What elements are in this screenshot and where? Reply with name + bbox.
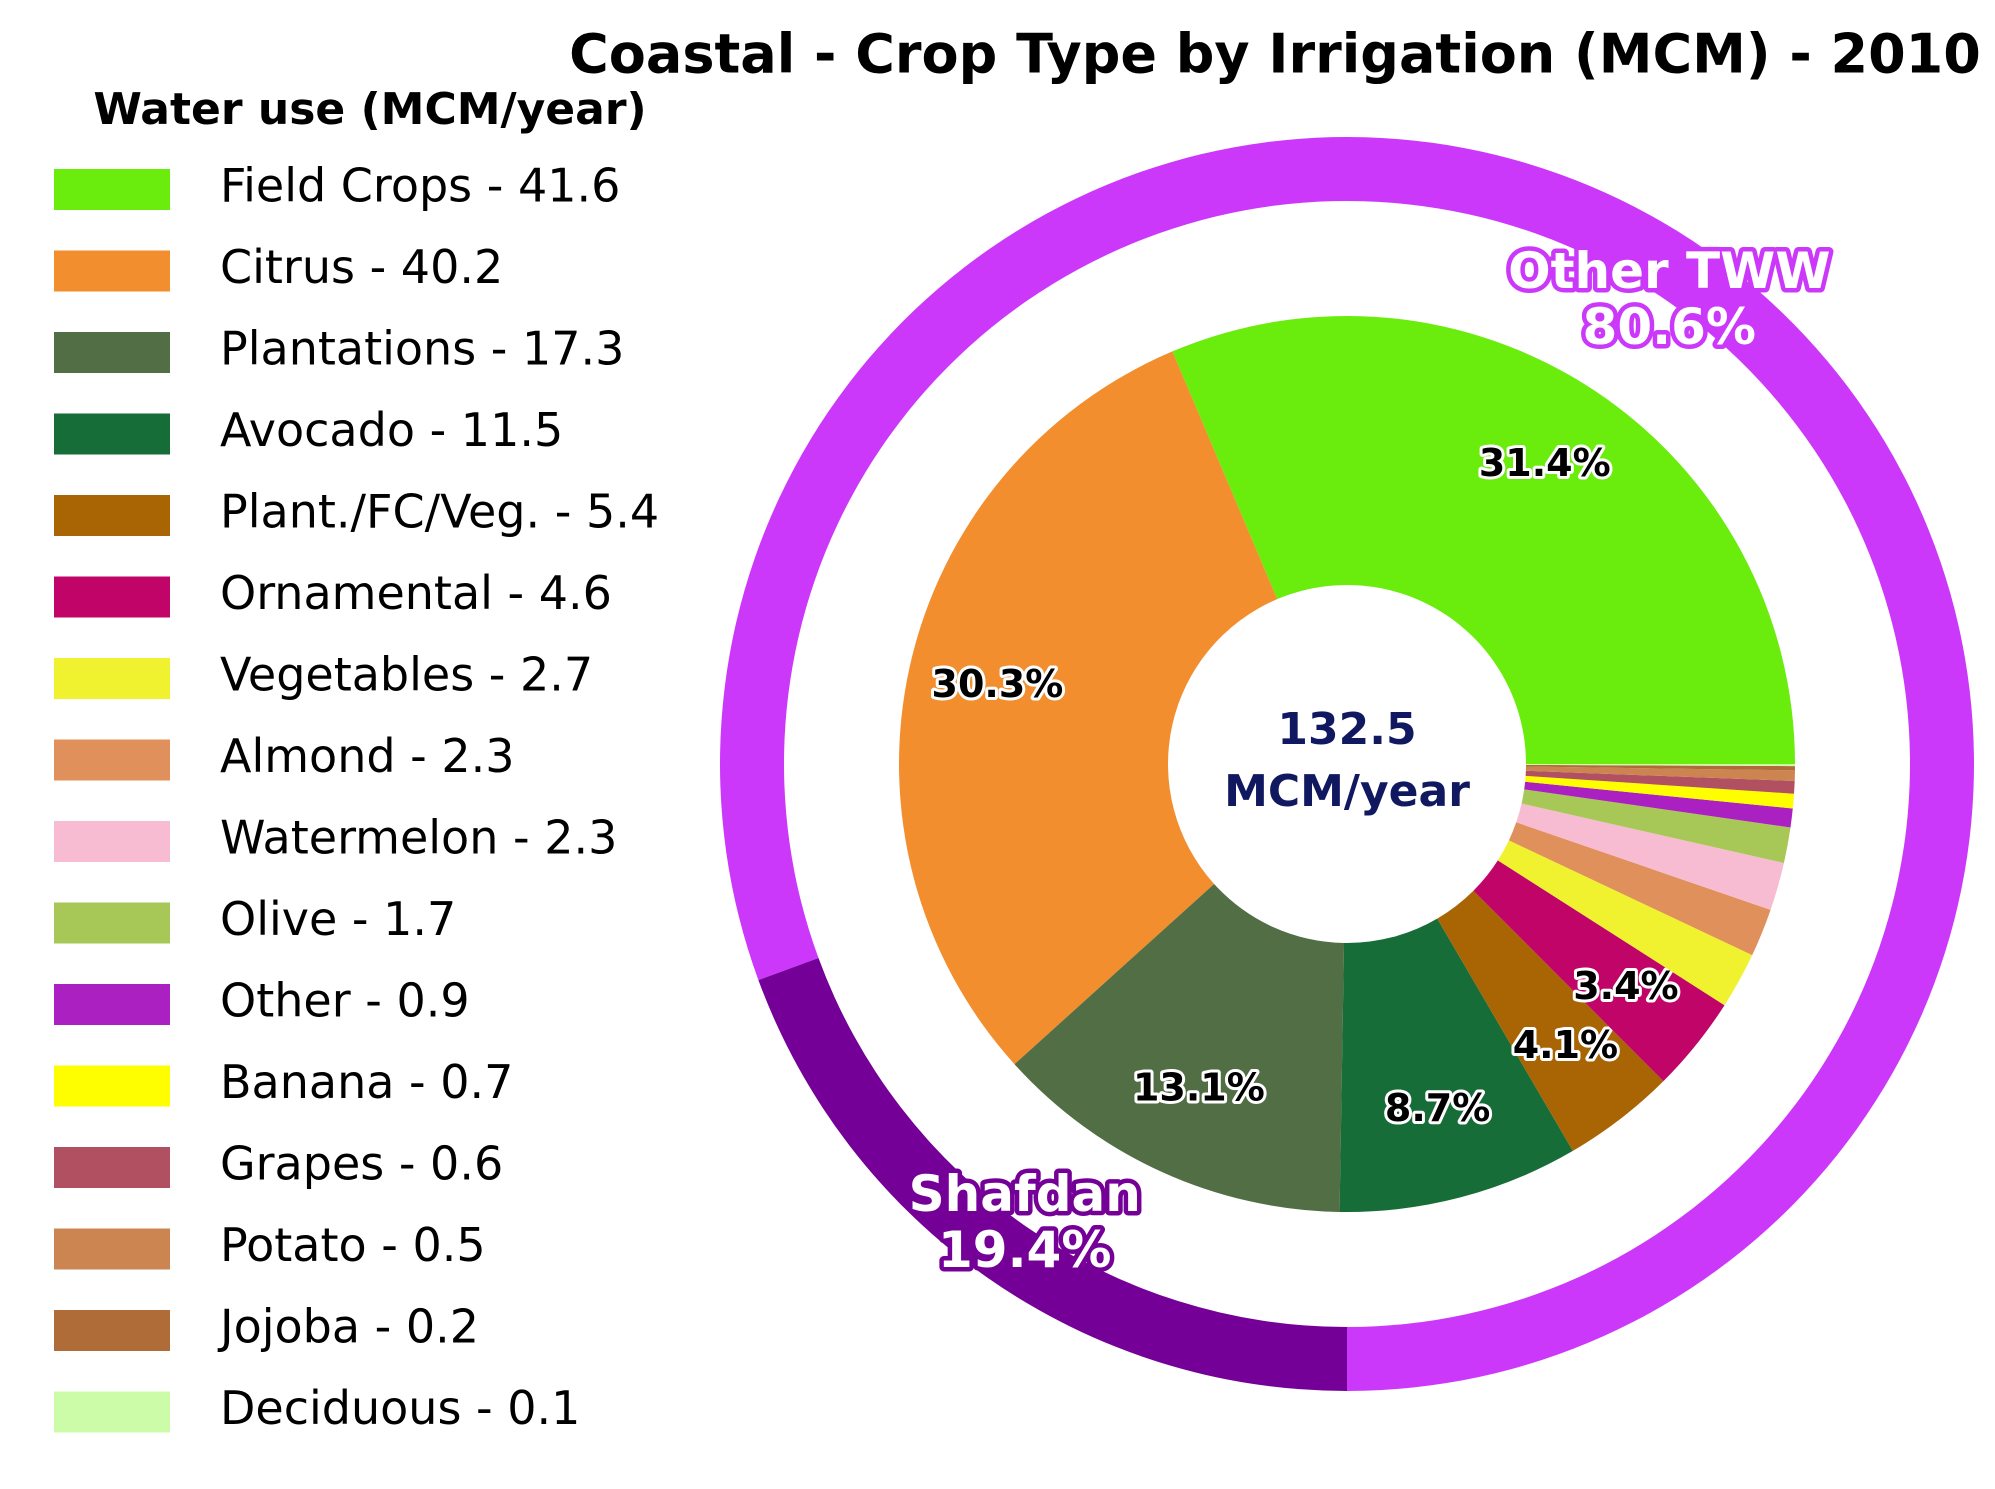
value-label: 31.4% — [1479, 441, 1611, 485]
legend-label: Watermelon - 2.3 — [220, 811, 617, 865]
slice — [1525, 764, 1795, 771]
slice — [758, 958, 1347, 1391]
legend-label: Other - 0.9 — [220, 974, 470, 1028]
legend-label: Potato - 0.5 — [220, 1218, 486, 1272]
legend-swatch — [54, 658, 170, 699]
legend-label: Grapes - 0.6 — [220, 1137, 503, 1191]
center-unit: MCM/year — [1224, 766, 1470, 817]
legend-label: Olive - 1.7 — [220, 892, 456, 946]
ring-label: Other TWW — [1508, 242, 1830, 300]
legend-label: Plant./FC/Veg. - 5.4 — [220, 485, 659, 539]
legend-swatch — [54, 1065, 170, 1107]
slice — [1521, 789, 1791, 863]
legend-title: Water use (MCM/year) — [93, 84, 646, 135]
value-label: 4.1% — [1513, 1023, 1618, 1067]
legend-label: Vegetables - 2.7 — [220, 648, 593, 702]
slice — [1497, 840, 1753, 1006]
value-label: 3.4% — [1573, 964, 1678, 1008]
legend-swatch — [54, 984, 170, 1025]
slice — [1525, 764, 1795, 767]
slice — [1339, 918, 1573, 1212]
legend-swatch — [54, 576, 170, 618]
legend-swatch — [54, 332, 170, 373]
legend-label: Banana - 0.7 — [220, 1055, 513, 1109]
legend-swatch — [54, 169, 170, 210]
legend-label: Ornamental - 4.6 — [220, 566, 612, 620]
legend-swatch — [54, 495, 170, 536]
center-value: 132.5 — [1277, 704, 1416, 755]
slice — [1516, 803, 1784, 910]
chart-title: Coastal - Crop Type by Irrigation (MCM) … — [569, 23, 1981, 86]
legend-swatch — [54, 821, 170, 862]
legend-label: Jojoba - 0.2 — [217, 1300, 479, 1354]
slice — [1525, 775, 1795, 809]
slice — [1508, 822, 1771, 956]
slice — [1524, 781, 1793, 828]
slice — [1473, 860, 1725, 1082]
legend-swatch — [54, 1147, 170, 1188]
value-label: 30.3% — [932, 662, 1064, 706]
slice — [1172, 315, 1796, 764]
slice — [1525, 766, 1795, 781]
legend-label: Citrus - 40.2 — [220, 240, 503, 294]
legend-swatch — [54, 413, 170, 455]
ring-value-label: 80.6% — [1583, 298, 1756, 356]
legend-label: Plantations - 17.3 — [220, 322, 624, 376]
value-label: 8.7% — [1385, 1086, 1490, 1130]
ring-value-label: 19.4% — [938, 1221, 1111, 1279]
legend-swatch — [54, 1228, 170, 1270]
ring-label: Shafdan — [909, 1165, 1141, 1223]
legend-swatch — [54, 1391, 170, 1433]
slice — [1437, 890, 1664, 1151]
legend-swatch — [54, 1310, 170, 1351]
legend-label: Almond - 2.3 — [220, 729, 515, 783]
legend-swatch — [54, 902, 170, 944]
legend-label: Deciduous - 0.1 — [220, 1381, 580, 1435]
legend-swatch — [54, 250, 170, 292]
slice — [1014, 883, 1345, 1212]
legend-label: Avocado - 11.5 — [220, 403, 563, 457]
legend-swatch — [54, 739, 170, 781]
slice — [1525, 770, 1795, 794]
legend-label: Field Crops - 41.6 — [220, 159, 620, 213]
slice — [898, 351, 1278, 1065]
value-label: 13.1% — [1133, 1065, 1265, 1109]
